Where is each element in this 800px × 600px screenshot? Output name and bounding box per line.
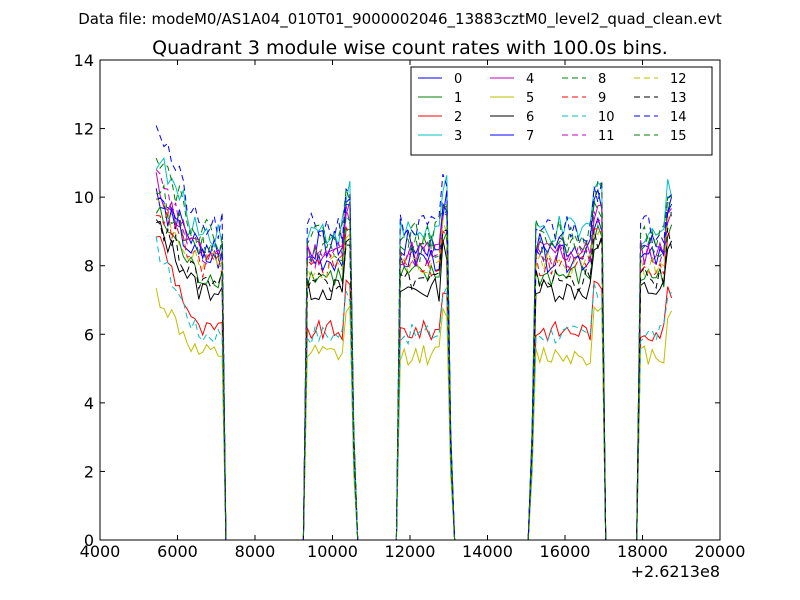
- plot-lines: [155, 125, 673, 541]
- y-tick-label: 14: [74, 51, 94, 70]
- legend-label-15: 15: [670, 129, 687, 144]
- x-tick-label: 20000: [695, 542, 746, 561]
- x-tick-label: 6000: [157, 542, 198, 561]
- series-line-3: [155, 156, 673, 541]
- legend-label-9: 9: [598, 91, 606, 106]
- series-line-13: [155, 219, 673, 541]
- legend-label-7: 7: [526, 129, 534, 144]
- x-tick-label: 16000: [540, 542, 591, 561]
- x-tick-label: 18000: [617, 542, 668, 561]
- y-tick-label: 12: [74, 120, 94, 139]
- x-tick-label: 14000: [462, 542, 513, 561]
- series-line-15: [155, 157, 672, 541]
- legend-label-0: 0: [454, 72, 462, 87]
- legend-label-10: 10: [598, 110, 615, 125]
- series-line-10: [155, 236, 672, 541]
- series-line-2: [156, 235, 673, 541]
- legend-frame: [410, 66, 713, 156]
- y-tick-label: 8: [84, 257, 94, 276]
- x-tick-label: 10000: [307, 542, 358, 561]
- y-tick-label: 2: [84, 462, 94, 481]
- x-axis-offset-label: +2.6213e8: [631, 562, 720, 581]
- series-line-5: [155, 288, 673, 541]
- chart-title: Quadrant 3 module wise count rates with …: [152, 37, 668, 59]
- legend-label-3: 3: [454, 129, 462, 144]
- legend-label-14: 14: [670, 110, 687, 125]
- figure-suptitle: Data file: modeM0/AS1A04_010T01_90000020…: [78, 10, 722, 29]
- y-tick-label: 10: [74, 188, 94, 207]
- legend-label-1: 1: [454, 91, 462, 106]
- y-tick-label: 6: [84, 325, 94, 344]
- legend-label-12: 12: [670, 72, 687, 87]
- y-tick-label: 0: [84, 531, 94, 550]
- legend-label-2: 2: [454, 110, 462, 125]
- legend-label-11: 11: [598, 129, 615, 144]
- x-axis: 4000 6000 8000 10000 12000 14000 16000 18000 200…: [80, 60, 746, 561]
- legend-label-8: 8: [598, 72, 606, 87]
- legend-label-4: 4: [526, 72, 534, 87]
- y-tick-label: 4: [84, 394, 94, 413]
- legend-label-13: 13: [670, 91, 687, 106]
- x-tick-label: 4000: [80, 542, 121, 561]
- x-tick-label: 8000: [235, 542, 276, 561]
- legend-label-6: 6: [526, 110, 534, 125]
- legend-label-5: 5: [526, 91, 534, 106]
- x-tick-label: 12000: [385, 542, 436, 561]
- series-line-6: [156, 220, 673, 541]
